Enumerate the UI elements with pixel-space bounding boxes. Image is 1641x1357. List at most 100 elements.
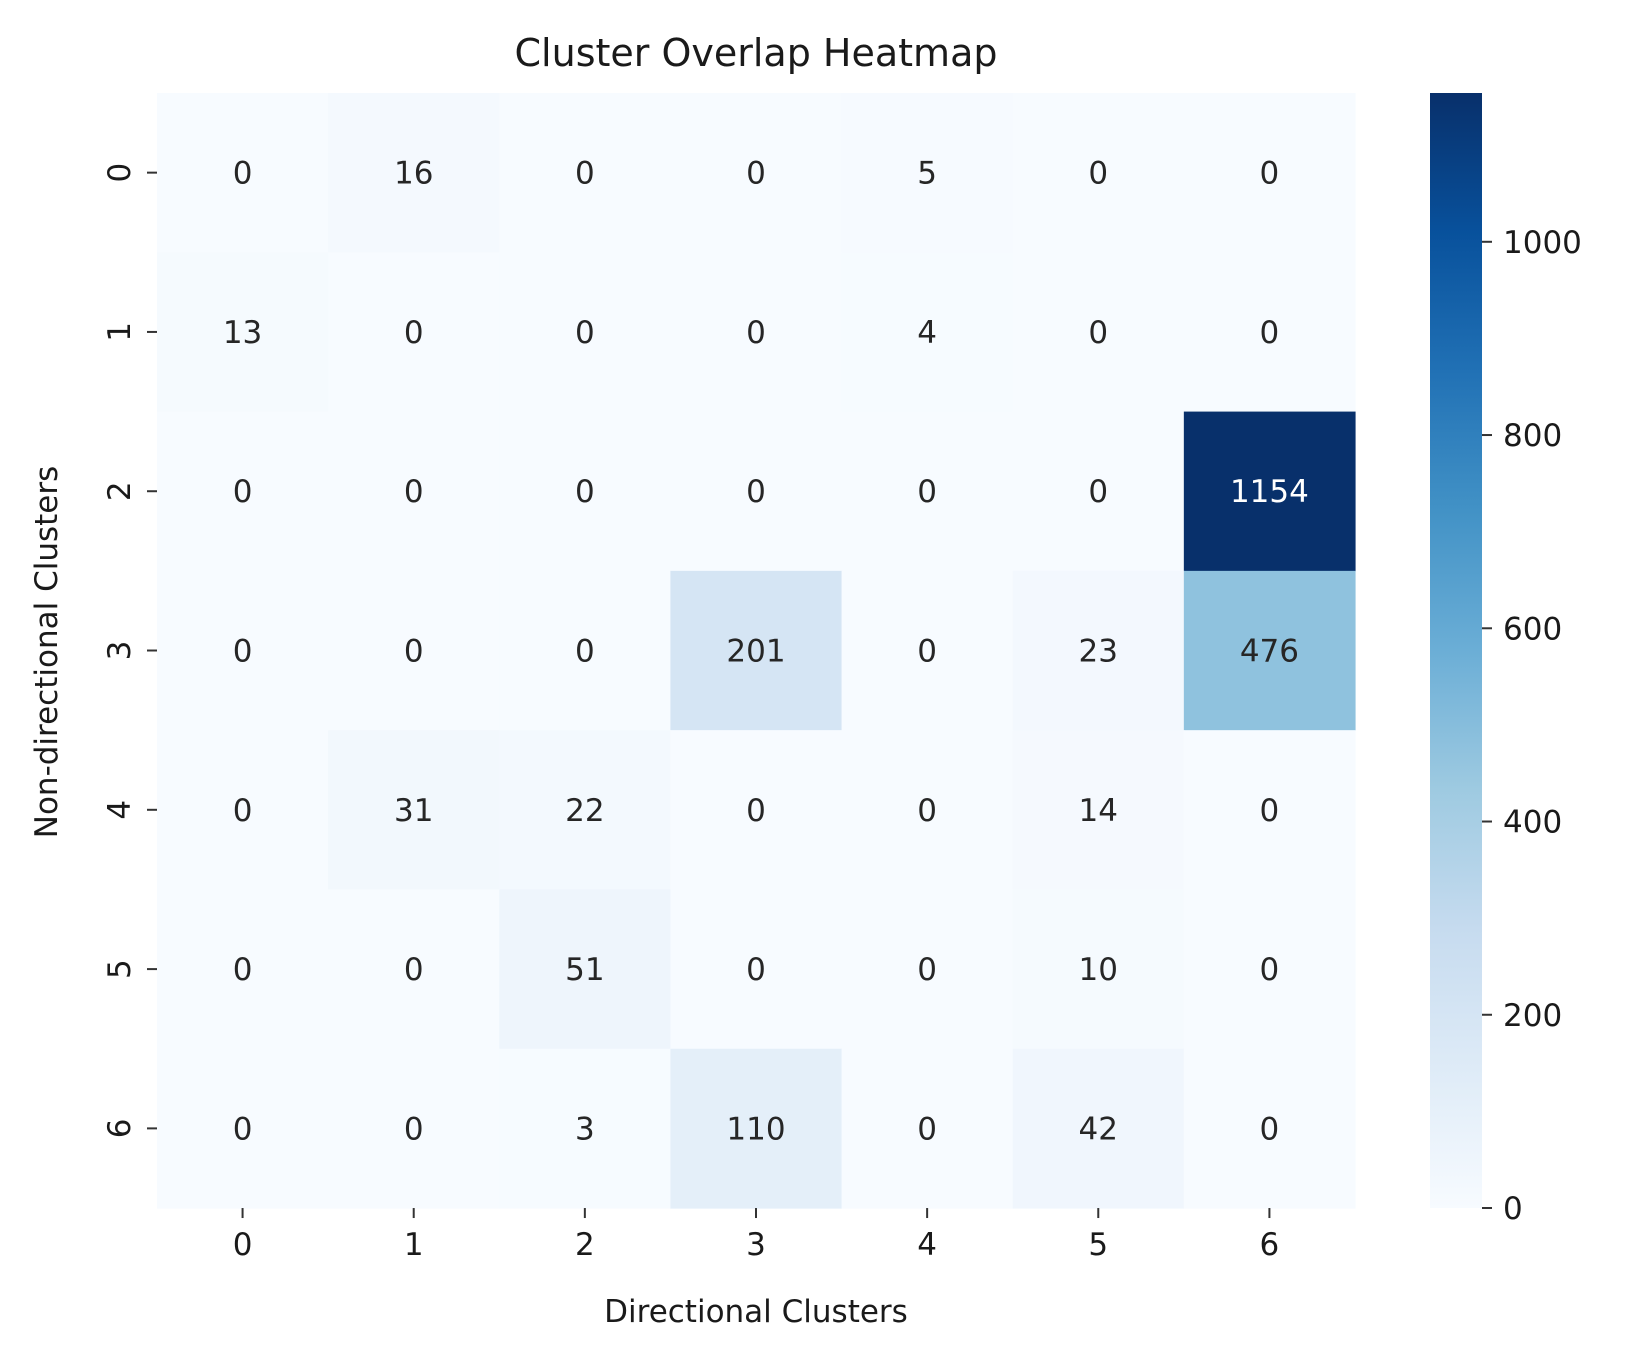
y-axis-label: Non-directional Clusters <box>29 466 65 838</box>
heatmap-cell-r3-c0 <box>157 570 329 731</box>
heatmap-cell-r0-c6 <box>1183 93 1356 253</box>
x-tick-label-6: 6 <box>1260 1227 1280 1263</box>
heatmap-cell-r0-c3 <box>670 93 843 253</box>
heatmap-cell-r5-c1 <box>328 889 500 1050</box>
cell-value-r5-c2: 51 <box>565 952 604 988</box>
y-tick-label-0: 0 <box>102 163 138 183</box>
x-tick-label-0: 0 <box>233 1227 253 1263</box>
heatmap-cell-r1-c0 <box>157 252 329 413</box>
heatmap-cell-r6-c0 <box>157 1048 329 1209</box>
heatmap-cell-r5-c6 <box>1183 889 1356 1050</box>
heatmap-cell-r6-c4 <box>841 1048 1014 1209</box>
cell-value-r3-c0: 0 <box>233 634 253 670</box>
cell-value-r0-c3: 0 <box>746 156 766 192</box>
cell-value-r0-c1: 16 <box>394 156 433 192</box>
cell-value-r6-c6: 0 <box>1260 1111 1280 1147</box>
heatmap-cell-r0-c4 <box>841 93 1014 253</box>
cell-value-r3-c6: 476 <box>1240 634 1299 670</box>
chart-title: Cluster Overlap Heatmap <box>515 31 998 75</box>
heatmap-cell-r6-c1 <box>328 1048 500 1209</box>
heatmap-cell-r5-c4 <box>841 889 1014 1050</box>
heatmap-cell-r2-c2 <box>499 411 672 572</box>
heatmap-cell-r0-c0 <box>157 93 329 253</box>
colorbar-tick-label-600: 600 <box>1503 611 1562 647</box>
cell-value-r0-c2: 0 <box>575 156 595 192</box>
cell-value-r2-c4: 0 <box>917 474 937 510</box>
heatmap-cell-r2-c3 <box>670 411 843 572</box>
heatmap-cell-r0-c2 <box>499 93 672 253</box>
cell-value-r4-c6: 0 <box>1260 793 1280 829</box>
heatmap-cell-r3-c4 <box>841 570 1014 731</box>
cell-value-r1-c2: 0 <box>575 315 595 351</box>
y-axis-ticks: 0 1 2 3 4 5 6 <box>102 163 157 1138</box>
x-tick-label-5: 5 <box>1088 1227 1108 1263</box>
y-tick-label-4: 4 <box>102 800 138 820</box>
cell-value-r5-c0: 0 <box>233 952 253 988</box>
cell-value-r3-c2: 0 <box>575 634 595 670</box>
y-tick-label-3: 3 <box>102 641 138 661</box>
cell-value-r0-c4: 5 <box>917 156 937 192</box>
cell-value-r2-c5: 0 <box>1088 474 1108 510</box>
cell-value-r2-c2: 0 <box>575 474 595 510</box>
cell-value-r6-c1: 0 <box>404 1111 424 1147</box>
heatmap-cell-r2-c5 <box>1012 411 1185 572</box>
cell-value-r3-c1: 0 <box>404 634 424 670</box>
cell-value-r6-c2: 3 <box>575 1111 595 1147</box>
cell-value-r0-c6: 0 <box>1260 156 1280 192</box>
heatmap-cell-r3-c1 <box>328 570 500 731</box>
cell-value-r6-c0: 0 <box>233 1111 253 1147</box>
colorbar-tick-label-1000: 1000 <box>1503 225 1582 261</box>
heatmap-cell-r1-c5 <box>1012 252 1185 413</box>
heatmap-cell-r6-c5 <box>1012 1048 1185 1209</box>
heatmap-cells <box>157 93 1356 1209</box>
cell-value-r6-c3: 110 <box>726 1111 785 1147</box>
cell-value-r2-c1: 0 <box>404 474 424 510</box>
cell-value-r1-c5: 0 <box>1088 315 1108 351</box>
cell-value-r3-c5: 23 <box>1079 634 1118 670</box>
heatmap-cell-r6-c2 <box>499 1048 672 1209</box>
heatmap-cell-r1-c4 <box>841 252 1014 413</box>
cell-value-r1-c4: 4 <box>917 315 937 351</box>
heatmap-cell-r0-c1 <box>328 93 500 253</box>
y-tick-label-2: 2 <box>102 481 138 501</box>
heatmap-cell-r2-c4 <box>841 411 1014 572</box>
colorbar-tick-label-800: 800 <box>1503 418 1562 454</box>
cell-value-r0-c0: 0 <box>233 156 253 192</box>
cell-value-r4-c2: 22 <box>565 793 604 829</box>
x-tick-label-4: 4 <box>917 1227 937 1263</box>
cell-value-r3-c4: 0 <box>917 634 937 670</box>
y-tick-label-5: 5 <box>102 959 138 979</box>
heatmap-cell-r1-c1 <box>328 252 500 413</box>
heatmap-cell-r4-c0 <box>157 730 329 891</box>
y-tick-label-1: 1 <box>102 322 138 342</box>
cell-value-r3-c3: 201 <box>726 634 785 670</box>
cell-value-r1-c3: 0 <box>746 315 766 351</box>
cell-value-r6-c4: 0 <box>917 1111 937 1147</box>
heatmap-cell-r3-c2 <box>499 570 672 731</box>
cell-value-r4-c5: 14 <box>1079 793 1118 829</box>
cell-value-r1-c0: 13 <box>223 315 262 351</box>
heatmap-cell-r4-c5 <box>1012 730 1185 891</box>
heatmap-cell-r4-c1 <box>328 730 500 891</box>
x-tick-label-2: 2 <box>575 1227 595 1263</box>
cell-value-r5-c4: 0 <box>917 952 937 988</box>
x-tick-label-3: 3 <box>746 1227 766 1263</box>
heatmap-cell-r0-c5 <box>1012 93 1185 253</box>
heatmap-cell-r1-c2 <box>499 252 672 413</box>
heatmap-cell-r6-c3 <box>670 1048 843 1209</box>
heatmap-cell-r1-c6 <box>1183 252 1356 413</box>
heatmap-cell-r4-c4 <box>841 730 1014 891</box>
heatmap-cell-r3-c5 <box>1012 570 1185 731</box>
cell-value-r0-c5: 0 <box>1088 156 1108 192</box>
cell-value-r1-c1: 0 <box>404 315 424 351</box>
cell-value-r4-c1: 31 <box>394 793 433 829</box>
cell-value-r5-c6: 0 <box>1260 952 1280 988</box>
heatmap-cell-r4-c3 <box>670 730 843 891</box>
colorbar-gradient <box>1430 93 1482 1208</box>
heatmap-cell-r3-c3 <box>670 570 843 731</box>
colorbar-tick-label-200: 200 <box>1503 998 1562 1034</box>
cell-value-r2-c3: 0 <box>746 474 766 510</box>
heatmap-cell-r4-c6 <box>1183 730 1356 891</box>
cell-value-r2-c6: 1154 <box>1230 474 1309 510</box>
